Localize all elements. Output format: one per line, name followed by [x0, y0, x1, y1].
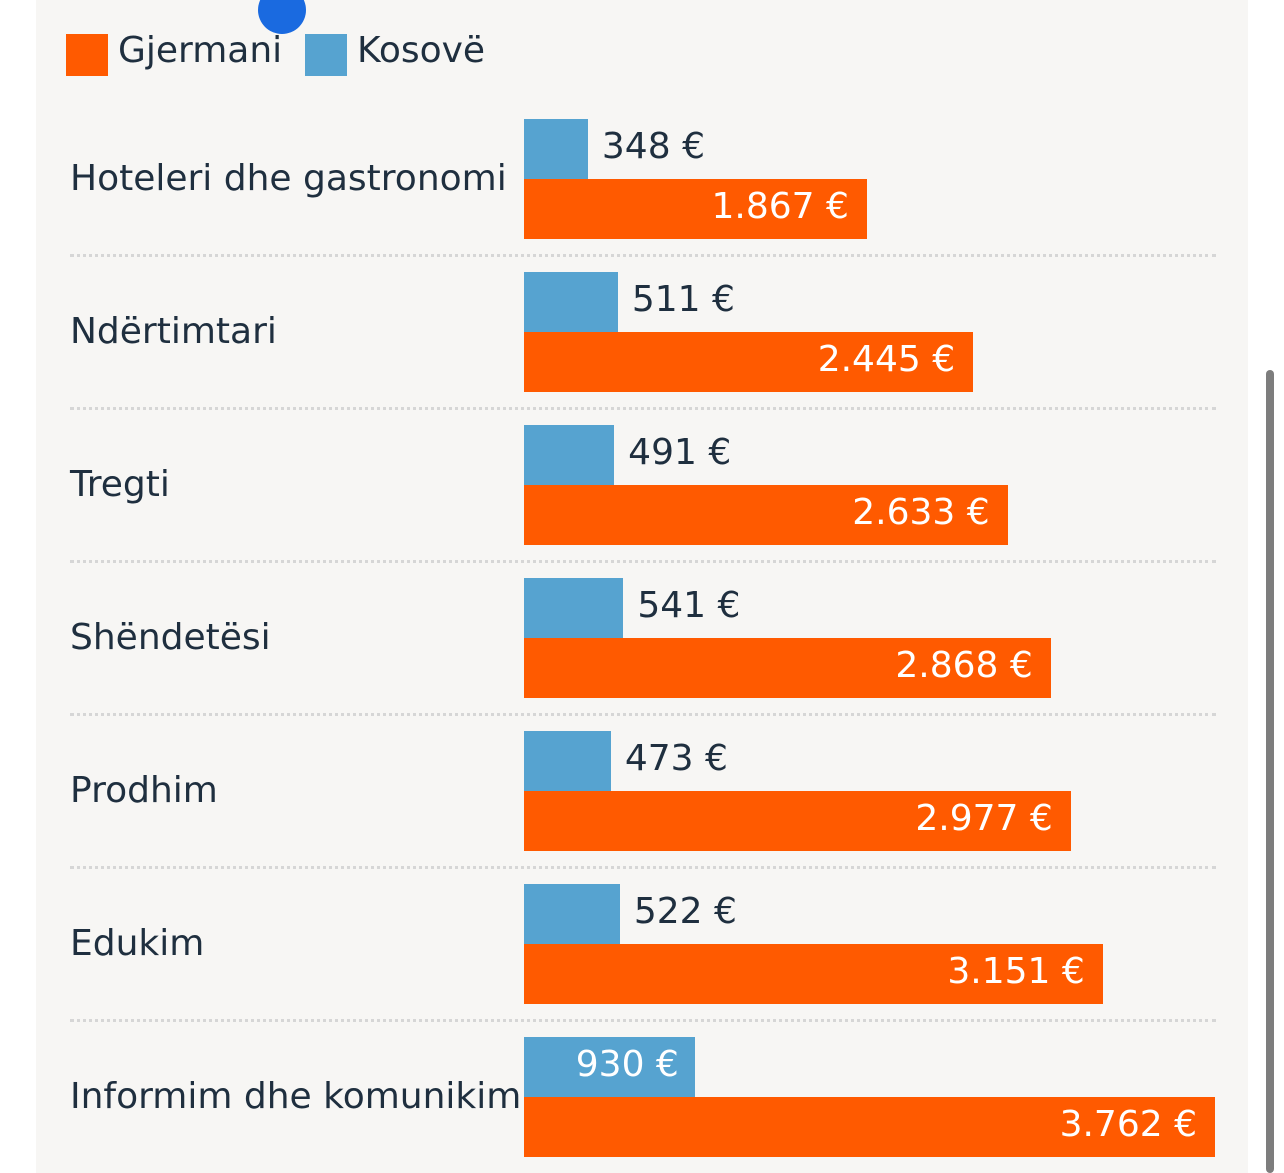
value-label-kosovo: 348 €	[601, 126, 705, 167]
category-label: Informim dhe komunikim	[70, 1076, 522, 1117]
value-label-germany: 2.977 €	[915, 798, 1053, 839]
category-label: Tregti	[70, 464, 170, 505]
value-label-kosovo: 522 €	[633, 891, 737, 932]
legend-swatch-germany	[66, 34, 108, 76]
bar-germany	[524, 638, 1051, 698]
row-divider	[70, 407, 1216, 410]
row-divider	[70, 254, 1216, 257]
bar-germany	[524, 485, 1008, 545]
value-label-germany: 2.633 €	[852, 492, 990, 533]
row-divider	[70, 1019, 1216, 1022]
value-label-kosovo: 491 €	[628, 432, 732, 473]
row-divider	[70, 713, 1216, 716]
value-label-germany: 2.868 €	[895, 645, 1033, 686]
bar-germany	[524, 944, 1103, 1004]
legend-label-kosovo: Kosovë	[357, 30, 486, 71]
bar-kosovo	[524, 884, 620, 944]
category-label: Shëndetësi	[70, 617, 271, 658]
value-label-germany: 1.867 €	[711, 186, 849, 227]
value-label-germany: 2.445 €	[817, 339, 956, 380]
legend-label-germany: Gjermani	[118, 30, 283, 71]
value-label-kosovo: 473 €	[624, 738, 728, 779]
value-label-kosovo: 511 €	[631, 279, 735, 320]
category-label: Prodhim	[70, 770, 218, 811]
bar-kosovo	[524, 731, 611, 791]
scrollbar[interactable]	[1266, 370, 1274, 1173]
row-divider	[70, 560, 1216, 563]
value-label-kosovo: 930 €	[575, 1044, 679, 1085]
bar-kosovo	[524, 425, 615, 485]
value-label-kosovo: 541 €	[637, 585, 741, 626]
category-label: Hoteleri dhe gastronomi	[70, 158, 507, 199]
bar-kosovo	[524, 272, 618, 332]
bar-germany	[524, 1097, 1215, 1157]
value-label-germany: 3.151 €	[947, 951, 1085, 992]
row-divider	[70, 866, 1216, 869]
bar-germany	[524, 179, 867, 239]
bar-germany	[524, 791, 1071, 851]
bar-germany	[524, 332, 974, 392]
legend-swatch-kosovo	[305, 34, 347, 76]
category-label: Edukim	[70, 923, 205, 964]
bar-kosovo	[524, 1037, 695, 1097]
category-label: Ndërtimtari	[70, 311, 277, 352]
value-label-germany: 3.762 €	[1059, 1104, 1197, 1145]
bar-kosovo	[524, 119, 588, 179]
bar-kosovo	[524, 578, 624, 638]
